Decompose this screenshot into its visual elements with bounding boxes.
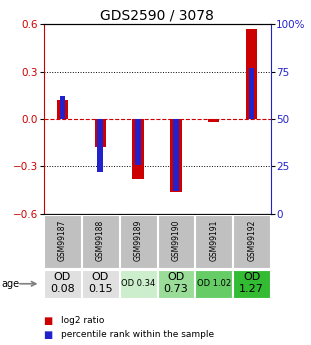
- Bar: [170, 119, 182, 192]
- Bar: [195, 270, 232, 298]
- Bar: [173, 119, 179, 191]
- Bar: [44, 270, 81, 298]
- Text: ■: ■: [44, 316, 53, 326]
- Text: GSM99187: GSM99187: [58, 220, 67, 261]
- Bar: [132, 119, 144, 179]
- Bar: [233, 215, 270, 268]
- Bar: [82, 270, 119, 298]
- Text: OD
0.08: OD 0.08: [50, 272, 75, 294]
- Text: OD
1.27: OD 1.27: [239, 272, 264, 294]
- Bar: [246, 29, 257, 119]
- Text: ■: ■: [44, 330, 53, 339]
- Bar: [233, 270, 270, 298]
- Text: GSM99190: GSM99190: [171, 220, 180, 261]
- Text: OD
0.15: OD 0.15: [88, 272, 113, 294]
- Bar: [249, 68, 254, 119]
- Text: GSM99189: GSM99189: [134, 220, 143, 261]
- Bar: [135, 119, 141, 165]
- Bar: [120, 215, 157, 268]
- Title: GDS2590 / 3078: GDS2590 / 3078: [100, 9, 214, 23]
- Text: percentile rank within the sample: percentile rank within the sample: [61, 330, 214, 339]
- Text: log2 ratio: log2 ratio: [61, 316, 104, 325]
- Bar: [195, 215, 232, 268]
- Bar: [60, 96, 65, 119]
- Bar: [57, 100, 68, 119]
- Bar: [95, 119, 106, 148]
- Text: GSM99192: GSM99192: [247, 220, 256, 261]
- Bar: [97, 119, 103, 172]
- Text: OD
0.73: OD 0.73: [164, 272, 188, 294]
- Text: OD 1.02: OD 1.02: [197, 279, 231, 288]
- Bar: [44, 215, 81, 268]
- Text: GSM99188: GSM99188: [96, 220, 105, 261]
- Text: GSM99191: GSM99191: [209, 220, 218, 261]
- Bar: [82, 215, 119, 268]
- Bar: [208, 119, 220, 122]
- Bar: [120, 270, 157, 298]
- Bar: [157, 270, 194, 298]
- Text: age: age: [2, 279, 20, 289]
- Bar: [157, 215, 194, 268]
- Text: OD 0.34: OD 0.34: [121, 279, 155, 288]
